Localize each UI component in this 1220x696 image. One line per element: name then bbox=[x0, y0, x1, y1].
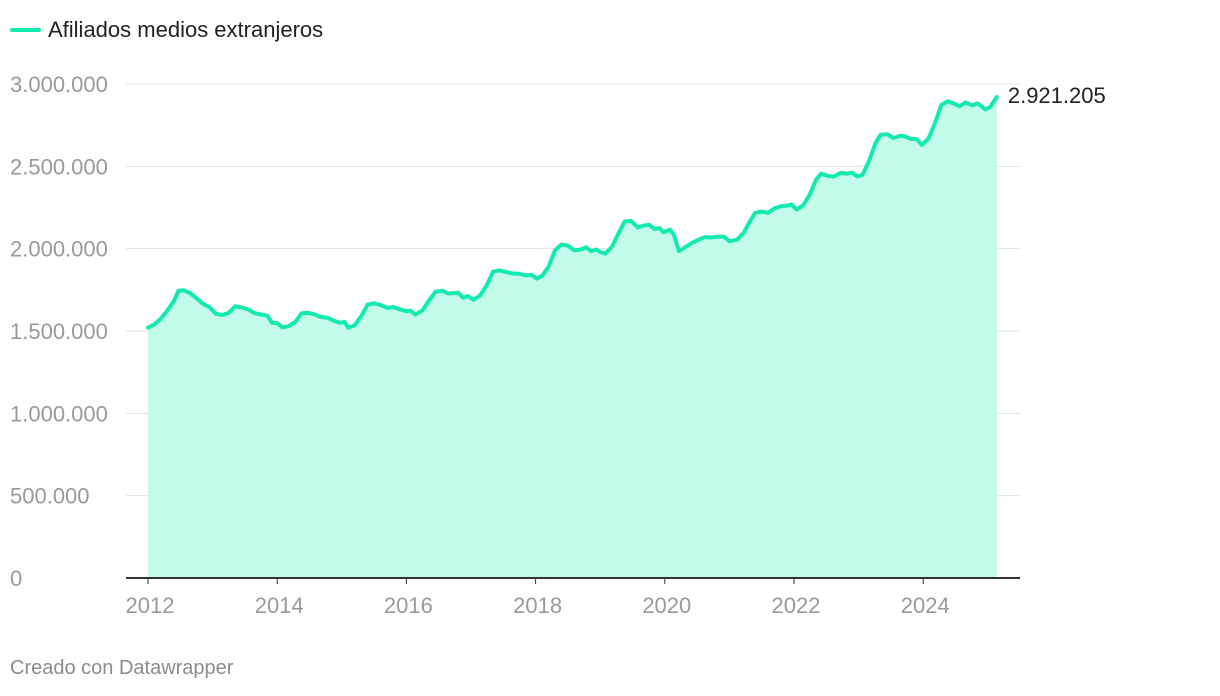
y-tick-label: 2.000.000 bbox=[10, 237, 108, 262]
end-value-label: 2.921.205 bbox=[1008, 83, 1106, 108]
y-tick-label: 2.500.000 bbox=[10, 154, 108, 179]
area-layer bbox=[146, 95, 999, 578]
x-tick-label: 2022 bbox=[772, 593, 821, 618]
x-tick-label: 2012 bbox=[126, 593, 175, 618]
series-line bbox=[146, 95, 999, 330]
chart-legend: Afiliados medios extranjeros bbox=[10, 14, 323, 46]
legend-label: Afiliados medios extranjeros bbox=[48, 17, 324, 42]
tick-labels: 0 500.000 1.000.000 1.500.000 2.000.000 2.500… bbox=[10, 72, 1106, 618]
x-tick-label: 2014 bbox=[255, 593, 304, 618]
y-tick-label: 500.000 bbox=[10, 484, 90, 509]
y-tick-label: 1.500.000 bbox=[10, 319, 108, 344]
area-fill bbox=[148, 97, 997, 578]
y-tick-label: 1.000.000 bbox=[10, 401, 108, 426]
x-tick-label: 2020 bbox=[642, 593, 691, 618]
x-tick-label: 2018 bbox=[513, 593, 562, 618]
legend-swatch bbox=[10, 28, 41, 32]
x-tick-label: 2024 bbox=[901, 593, 950, 618]
chart: 0 500.000 1.000.000 1.500.000 2.000.000 2.500… bbox=[10, 72, 1106, 618]
x-tick-label: 2016 bbox=[384, 593, 433, 618]
y-tick-label: 0 bbox=[10, 566, 22, 591]
footer-credit: Creado con Datawrapper bbox=[10, 657, 234, 679]
y-tick-label: 3.000.000 bbox=[10, 72, 108, 97]
axes bbox=[126, 577, 1020, 584]
